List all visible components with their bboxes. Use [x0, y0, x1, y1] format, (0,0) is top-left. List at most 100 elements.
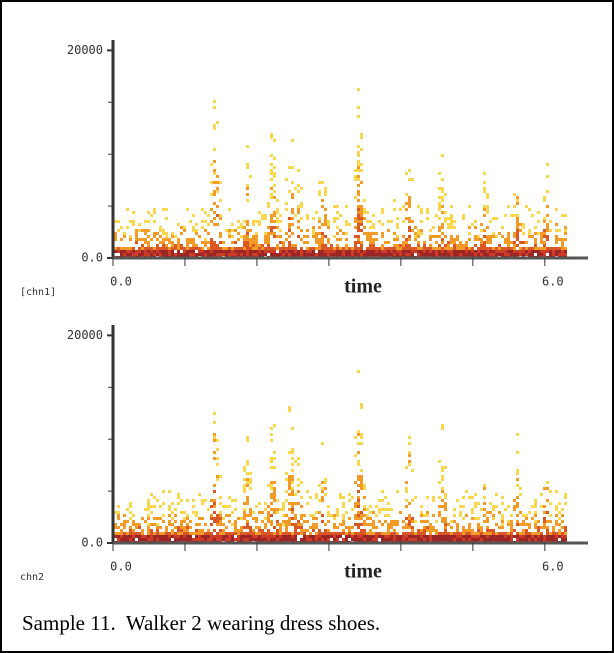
spectrogram-pixel: [507, 235, 510, 238]
spectrogram-pixel: [441, 532, 444, 535]
spectrogram-pixel: [543, 511, 546, 514]
spectrogram-pixel: [402, 220, 405, 223]
spectrogram-pixel: [408, 517, 411, 520]
spectrogram-pixel: [525, 535, 528, 538]
spectrogram-pixel: [318, 532, 321, 535]
spectrogram-pixel: [216, 448, 219, 451]
spectrogram-pixel: [411, 520, 414, 523]
spectrogram-pixel: [552, 247, 555, 250]
spectrogram-pixel: [204, 241, 207, 244]
spectrogram-pixel: [357, 460, 360, 463]
spectrogram-pixel: [276, 253, 279, 256]
spectrogram-pixel: [171, 529, 174, 532]
spectrogram-pixel: [222, 253, 225, 256]
spectrogram-pixel: [528, 208, 531, 211]
spectrogram-pixel: [165, 532, 168, 535]
spectrogram-pixel: [354, 454, 357, 457]
spectrogram-pixel: [483, 229, 486, 232]
spectrogram-pixel: [444, 538, 447, 541]
spectrogram-pixel: [291, 487, 294, 490]
spectrogram-pixel: [441, 535, 444, 538]
spectrogram-pixel: [246, 223, 249, 226]
spectrogram-pixel: [321, 232, 324, 235]
spectrogram-pixel: [438, 217, 441, 220]
spectrogram-pixel: [120, 538, 123, 541]
spectrogram-pixel: [369, 250, 372, 253]
spectrogram-pixel: [324, 208, 327, 211]
spectrogram-pixel: [378, 511, 381, 514]
spectrogram-pixel: [270, 196, 273, 199]
spectrogram-pixel: [372, 247, 375, 250]
spectrogram-pixel: [381, 535, 384, 538]
spectrogram-pixel: [351, 532, 354, 535]
spectrogram-pixel: [534, 511, 537, 514]
spectrogram-pixel: [384, 538, 387, 541]
spectrogram-pixel: [321, 499, 324, 502]
spectrogram-pixel: [381, 253, 384, 256]
spectrogram-pixel: [357, 178, 360, 181]
spectrogram-pixel: [342, 247, 345, 250]
spectrogram-pixel: [441, 499, 444, 502]
spectrogram-pixel: [192, 247, 195, 250]
spectrogram-pixel: [285, 178, 288, 181]
spectrogram-pixel: [291, 538, 294, 541]
spectrogram-pixel: [162, 502, 165, 505]
spectrogram-pixel: [459, 535, 462, 538]
spectrogram-pixel: [324, 220, 327, 223]
spectrogram-pixel: [336, 250, 339, 253]
spectrogram-pixel: [360, 511, 363, 514]
spectrogram-pixel: [414, 232, 417, 235]
spectrogram-pixel: [354, 178, 357, 181]
spectrogram-pixel: [222, 532, 225, 535]
spectrogram-pixel: [489, 535, 492, 538]
spectrogram-pixel: [162, 535, 165, 538]
spectrogram-pixel: [480, 223, 483, 226]
spectrogram-pixel: [492, 232, 495, 235]
spectrogram-pixel: [477, 253, 480, 256]
spectrogram-pixel: [279, 220, 282, 223]
spectrogram-pixel: [168, 514, 171, 517]
spectrogram-pixel: [291, 253, 294, 256]
spectrogram-pixel: [201, 208, 204, 211]
spectrogram-pixel: [207, 241, 210, 244]
spectrogram-pixel: [150, 511, 153, 514]
spectrogram-pixel: [444, 250, 447, 253]
spectrogram-pixel: [132, 529, 135, 532]
spectrogram-pixel: [267, 235, 270, 238]
spectrogram-pixel: [318, 232, 321, 235]
spectrogram-pixel: [441, 478, 444, 481]
spectrogram-pixel: [291, 475, 294, 478]
spectrogram-pixel: [207, 223, 210, 226]
spectrogram-pixel: [441, 466, 444, 469]
spectrogram-pixel: [216, 520, 219, 523]
spectrogram-pixel: [234, 529, 237, 532]
spectrogram-pixel: [312, 226, 315, 229]
spectrogram-pixel: [270, 523, 273, 526]
spectrogram-pixel: [354, 196, 357, 199]
spectrogram-pixel: [384, 535, 387, 538]
spectrogram-pixel: [528, 253, 531, 256]
spectrogram-pixel: [399, 250, 402, 253]
spectrogram-pixel: [546, 214, 549, 217]
spectrogram-pixel: [546, 247, 549, 250]
spectrogram-pixel: [120, 238, 123, 241]
spectrogram-pixel: [297, 235, 300, 238]
spectrogram-pixel: [273, 253, 276, 256]
spectrogram-pixel: [297, 169, 300, 172]
spectrogram-pixel: [225, 526, 228, 529]
spectrogram-pixel: [561, 532, 564, 535]
spectrogram-pixel: [519, 241, 522, 244]
spectrogram-pixel: [246, 499, 249, 502]
spectrogram-pixel: [342, 232, 345, 235]
spectrogram-pixel: [483, 214, 486, 217]
spectrogram-pixel: [408, 238, 411, 241]
spectrogram-pixel: [408, 451, 411, 454]
spectrogram-pixel: [222, 535, 225, 538]
spectrogram-pixel: [405, 490, 408, 493]
spectrogram-pixel: [450, 241, 453, 244]
spectrogram-pixel: [504, 247, 507, 250]
spectrogram-pixel: [189, 241, 192, 244]
spectrogram-pixel: [213, 484, 216, 487]
spectrogram-pixel: [558, 229, 561, 232]
spectrogram-pixel: [219, 247, 222, 250]
